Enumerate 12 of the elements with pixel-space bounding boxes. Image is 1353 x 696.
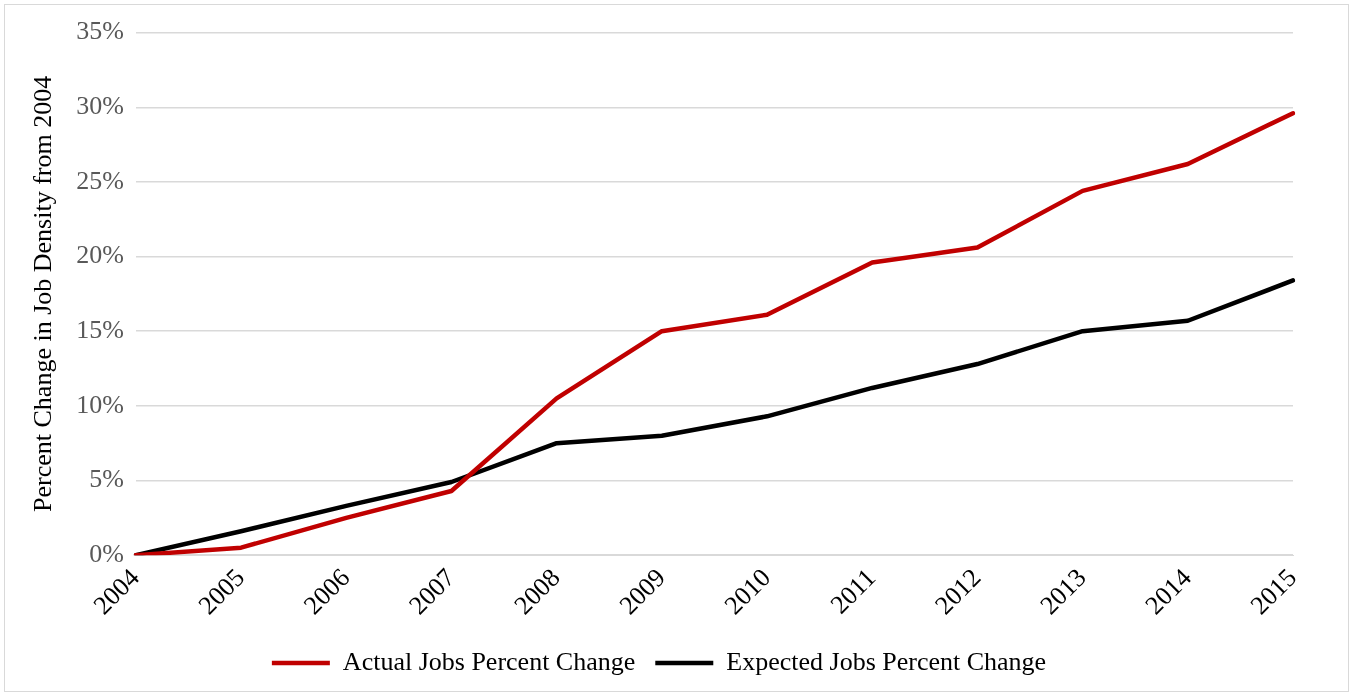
legend-label: Expected Jobs Percent Change <box>726 646 1047 676</box>
y-axis-title: Percent Change in Job Density from 2004 <box>28 75 58 512</box>
y-tick-label: 35% <box>76 16 124 46</box>
x-tick-label: 2011 <box>824 562 882 620</box>
legend-label: Actual Jobs Percent Change <box>342 646 636 676</box>
y-tick-label: 10% <box>76 389 124 419</box>
y-tick-label: 30% <box>76 91 124 121</box>
y-tick-label: 20% <box>76 240 124 270</box>
y-tick-label: 25% <box>76 165 124 195</box>
y-tick-label: 0% <box>89 539 124 568</box>
y-tick-label: 15% <box>76 315 124 345</box>
y-tick-label: 5% <box>89 464 124 494</box>
